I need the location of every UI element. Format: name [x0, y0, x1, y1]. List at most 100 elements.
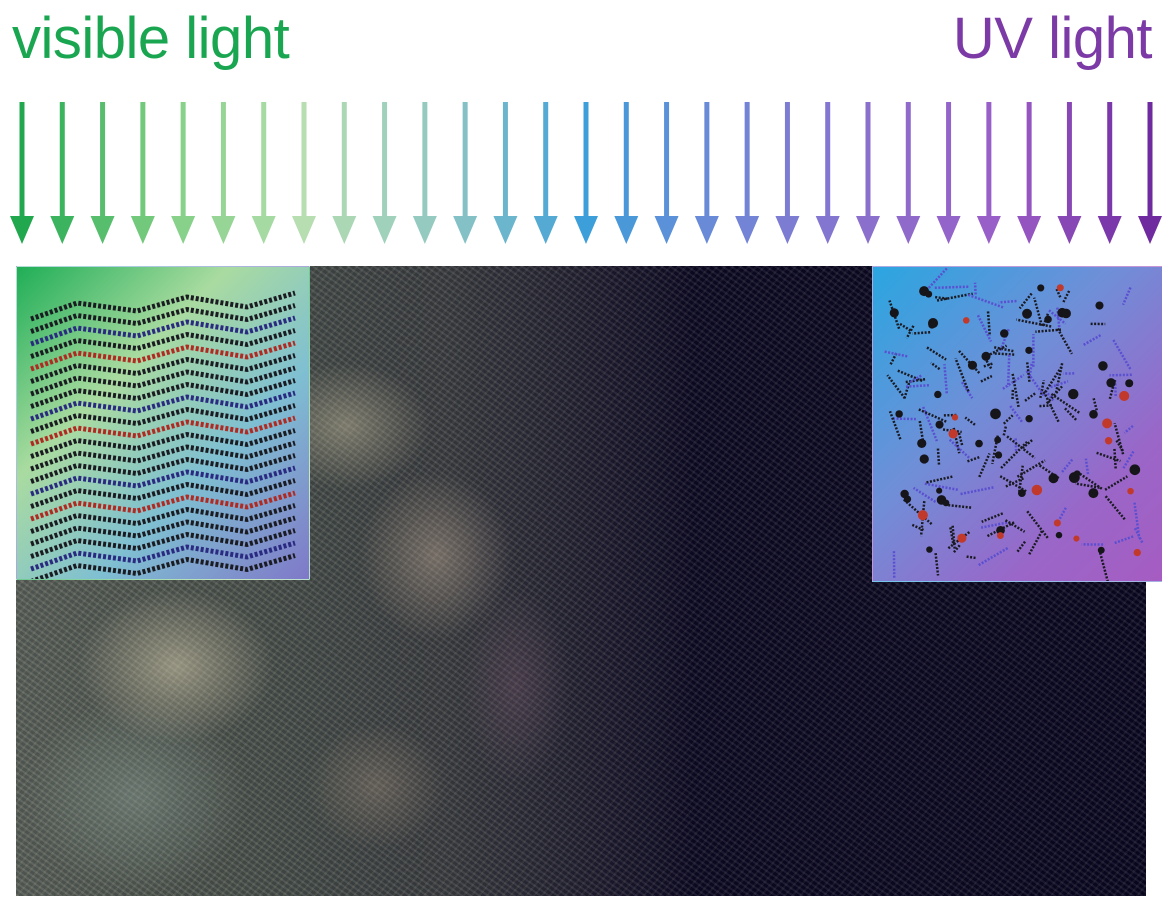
network-strand	[1050, 380, 1069, 389]
light-arrow	[171, 102, 196, 244]
network-strand	[1063, 407, 1078, 421]
network-strand	[1020, 439, 1033, 450]
network-strand	[976, 547, 1009, 567]
network-atom	[1055, 531, 1063, 539]
light-arrow	[50, 102, 75, 244]
light-arrow	[533, 102, 558, 244]
network-strand	[918, 408, 948, 424]
network-strand	[1076, 471, 1103, 490]
network-strand	[960, 486, 995, 496]
light-arrow	[292, 102, 316, 244]
network-atom	[936, 487, 943, 494]
network-strand	[886, 374, 906, 400]
network-strand	[1011, 372, 1020, 408]
network-strand	[905, 325, 915, 339]
network-atom	[957, 533, 967, 543]
network-atom	[917, 510, 928, 521]
crystal-layer	[30, 465, 296, 497]
network-atom	[1129, 464, 1141, 476]
light-arrow	[1057, 102, 1082, 244]
network-strand	[1024, 391, 1037, 402]
network-atom	[948, 429, 958, 439]
network-strand	[957, 431, 964, 446]
network-strand	[1056, 328, 1073, 355]
network-atom	[1022, 308, 1032, 319]
network-atom	[934, 390, 942, 399]
light-arrow	[251, 102, 276, 244]
network-strand	[986, 311, 992, 336]
crystal-layer	[30, 403, 296, 434]
light-arrow	[654, 102, 679, 244]
network-atom	[994, 451, 1003, 459]
network-strand	[1009, 405, 1024, 424]
network-strand	[1006, 354, 1011, 387]
light-arrow	[1017, 102, 1042, 244]
network-atom	[942, 499, 950, 507]
light-arrow	[90, 102, 115, 244]
network-strand	[966, 456, 980, 463]
light-arrow	[856, 102, 880, 244]
network-strand	[926, 346, 947, 361]
network-atom	[925, 290, 933, 298]
network-strand	[966, 555, 978, 560]
crystal-layer	[30, 415, 296, 447]
crystal-layer	[30, 315, 296, 347]
network-strand	[1041, 389, 1060, 423]
network-strand	[943, 364, 949, 394]
crystal-layer	[30, 303, 296, 334]
network-strand	[1016, 540, 1027, 553]
network-strand	[948, 503, 972, 509]
network-atom	[1061, 308, 1071, 319]
network-strand	[1109, 373, 1132, 377]
crystal-layer	[30, 353, 296, 384]
network-strand	[960, 381, 974, 399]
network-atom	[1089, 409, 1098, 419]
network-atom	[1125, 379, 1134, 388]
crystal-layer	[30, 440, 296, 472]
network-strand	[925, 267, 949, 292]
network-strand	[949, 526, 955, 544]
network-atom	[1104, 437, 1113, 445]
network-strand	[1113, 379, 1117, 397]
network-atom	[917, 438, 927, 448]
light-arrow	[574, 102, 598, 244]
network-atom	[926, 546, 933, 553]
network-atom	[1031, 484, 1043, 496]
crystal-layer	[30, 365, 296, 397]
network-strand	[973, 282, 977, 295]
network-atom	[1068, 388, 1079, 400]
network-strand	[924, 482, 959, 492]
network-strand	[998, 299, 1017, 304]
network-strand	[934, 285, 969, 290]
network-strand	[1123, 424, 1134, 434]
crystal-layer	[30, 378, 296, 409]
network-strand	[1060, 458, 1074, 474]
network-strand	[909, 374, 922, 384]
light-arrow	[453, 102, 478, 244]
network-strand	[1082, 334, 1102, 347]
network-strand	[967, 293, 1004, 309]
network-strand	[1026, 510, 1049, 539]
network-strand	[905, 384, 930, 388]
network-strand	[934, 552, 940, 576]
network-strand	[1092, 397, 1098, 411]
network-strand	[948, 438, 971, 460]
crystal-layer	[30, 478, 296, 509]
network-strand	[1004, 519, 1026, 533]
network-strand	[1133, 502, 1141, 539]
network-strand	[1096, 451, 1121, 463]
network-atom	[990, 408, 1001, 420]
network-strand	[1042, 366, 1063, 395]
light-arrow	[775, 102, 800, 244]
network-strand	[893, 417, 916, 421]
network-atom	[962, 317, 970, 324]
light-arrow	[735, 102, 760, 244]
network-strand	[936, 292, 973, 302]
network-strand	[999, 475, 1029, 494]
network-atom	[951, 414, 959, 421]
network-strand	[1028, 361, 1034, 377]
crystal-layer	[30, 428, 296, 459]
network-strand	[1098, 552, 1109, 581]
crystal-layer	[30, 290, 296, 322]
network-strand	[1074, 482, 1100, 489]
